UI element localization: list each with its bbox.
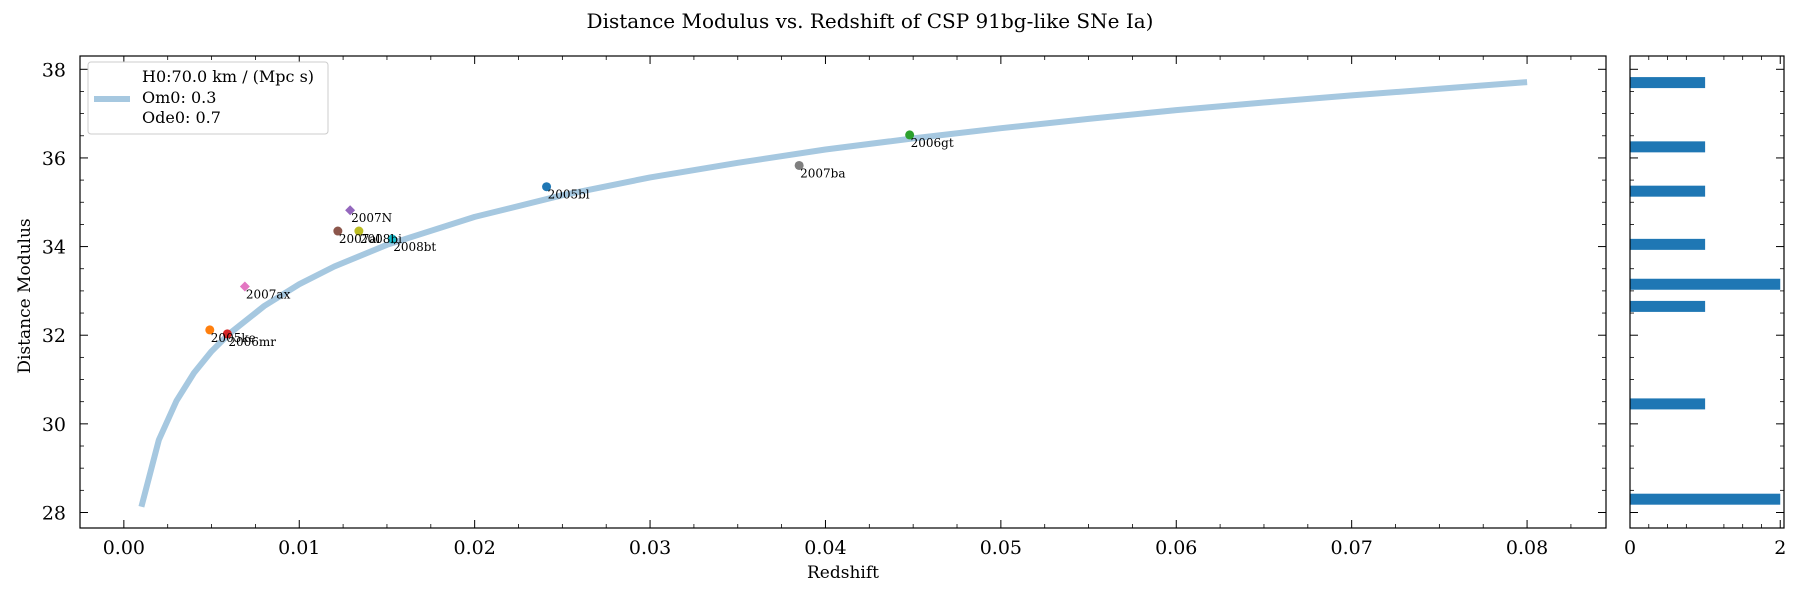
point-label-2008bt: 2008bt [393,240,436,254]
histogram-bar [1630,493,1781,505]
y-tick-label: 30 [42,414,66,436]
y-tick-label: 34 [42,237,66,259]
histogram-bar [1630,398,1706,410]
histogram-frame [1629,55,1785,529]
x-tick-label: 0.08 [1506,537,1548,559]
main-plot: 0.00 0.01 0.02 0.03 0.04 0.05 0.06 0.07 0.08 28 30… [42,55,1784,559]
histogram-bars [1630,77,1781,505]
data-point-2008bi [354,226,364,236]
point-label-2006gt: 2006gt [911,136,954,150]
x-tick-label: 0.06 [1155,537,1197,559]
y-tick-label: 38 [42,59,66,81]
legend-line-3: Ode0: 0.7 [142,108,221,127]
histogram-ticks [1629,56,1781,528]
legend-line-2: Om0: 0.3 [142,88,216,107]
legend: H0:70.0 km / (Mpc s) Om0: 0.3 Ode0: 0.7 [87,61,329,135]
data-point-2006mr [222,329,232,339]
point-label-2007N: 2007N [351,211,392,225]
y-tick-label: 32 [42,325,66,347]
model-curve [138,79,1528,508]
data-points [205,130,915,339]
data-point-2005ke [205,325,215,335]
point-label-2005bl: 2005bl [548,188,590,202]
x-tick-label: 0.01 [278,537,320,559]
legend-line-1: H0:70.0 km / (Mpc s) [142,67,314,86]
y-tick-label: 28 [42,502,66,524]
data-point-2007N [345,205,356,216]
x-tick-label: 0.02 [453,537,495,559]
data-point-2007al [333,226,343,236]
main-tick-labels: 0.00 0.01 0.02 0.03 0.04 0.05 0.06 0.07 0.08 28 30… [42,59,1548,559]
x-tick-label: 0.07 [1331,537,1373,559]
x-tick-label: 0.03 [629,537,671,559]
chart-title: Distance Modulus vs. Redshift of CSP 91b… [587,9,1154,33]
x-tick-label: 0.05 [980,537,1022,559]
main-ticks [79,56,1784,528]
point-label-2008bi: 2008bi [360,232,402,246]
histogram-bar [1630,185,1706,197]
histogram-bar [1630,278,1781,290]
point-label-2007ba: 2007ba [800,166,845,180]
y-tick-label: 36 [42,148,66,170]
hist-x-tick-label: 2 [1774,537,1786,559]
x-axis-label: Redshift [807,563,879,583]
point-label-2007ax: 2007ax [246,287,291,301]
point-label-2005ke: 2005ke [211,331,256,345]
y-axis-label: Distance Modulus [15,218,35,373]
histogram-bar [1630,238,1706,250]
point-label-2007al: 2007al [339,232,381,246]
histogram-bar [1630,141,1706,153]
hist-x-tick-label: 0 [1624,537,1636,559]
x-tick-label: 0.04 [804,537,846,559]
histogram-bar [1630,300,1706,312]
data-point-2007ba [794,160,804,170]
x-tick-label: 0.00 [103,537,145,559]
main-plot-frame [79,55,1607,529]
histogram-bar [1630,77,1706,89]
data-point-2008bt [387,234,397,244]
model-curve-line [138,79,1528,508]
data-point-2007ax [239,281,250,292]
point-label-2006mr: 2006mr [228,335,276,349]
data-point-2006gt [905,130,915,140]
data-point-2005bl [542,182,552,192]
legend-box [87,61,329,135]
